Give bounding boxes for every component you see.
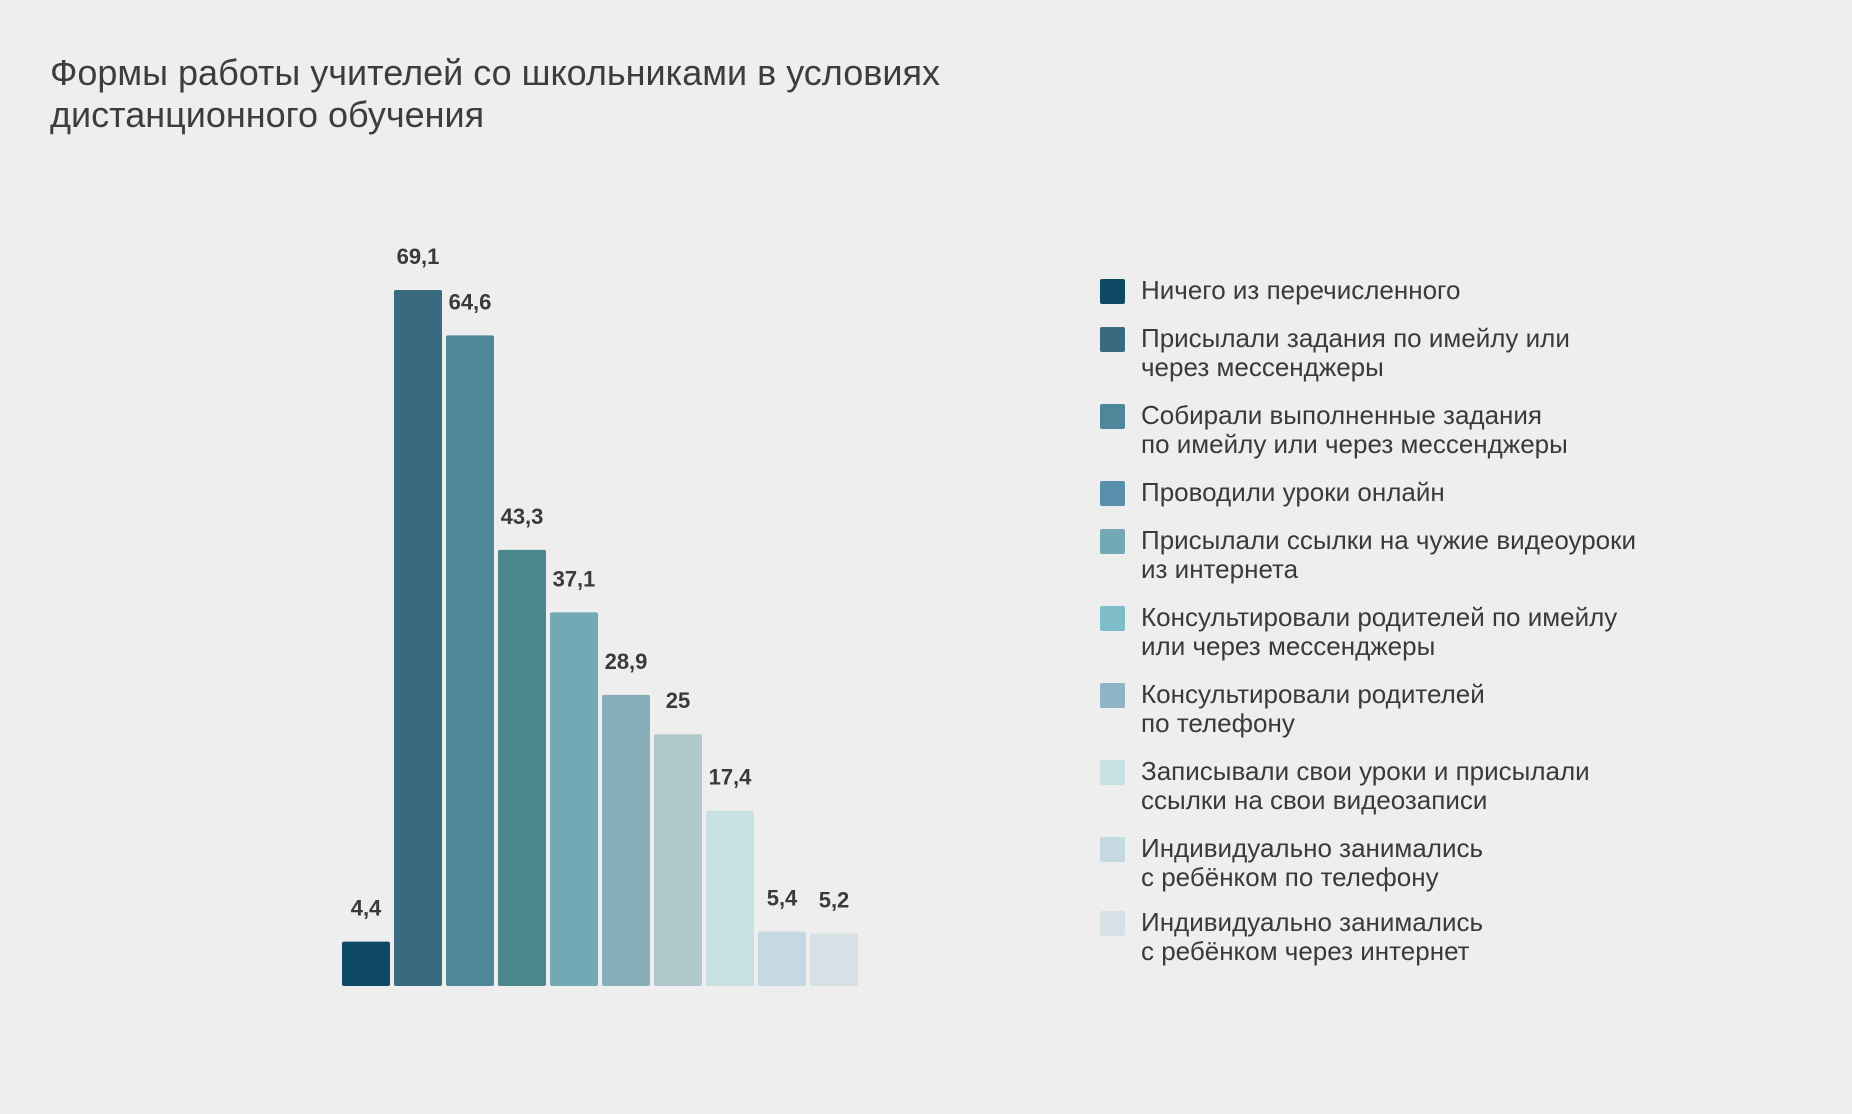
legend-swatch [1100, 911, 1125, 936]
bar-value-label-4: 43,3 [501, 504, 544, 529]
bar-4 [498, 549, 546, 986]
legend-item-3: Собирали выполненные задания по имейлу и… [1100, 401, 1568, 459]
legend-label: Присылали ссылки на чужие видеоуроки из … [1141, 525, 1637, 584]
bar-7 [654, 734, 702, 986]
chart-title: Формы работы учителей со школьниками в у… [50, 52, 940, 135]
legend-label: Ничего из перечисленного [1141, 275, 1461, 305]
legend-label: Проводили уроки онлайн [1141, 477, 1445, 507]
bar-value-label-9: 5,4 [767, 886, 798, 911]
legend-label: Присылали задания по имейлу или через ме… [1141, 323, 1570, 382]
bar-chart: 4,4 69,1 64,6 43,3 37,1 28,9 25 17,4 5,4 5,2 [342, 244, 858, 986]
bar-value-label-5: 37,1 [553, 566, 596, 591]
bar-3 [446, 335, 494, 986]
bar-5 [550, 612, 598, 986]
legend-item-9: Индивидуально занимались с ребёнком по т… [1100, 834, 1483, 892]
bar-10 [810, 933, 858, 986]
legend-item-7: Консультировали родителей по телефону [1100, 680, 1485, 738]
legend-item-1: Ничего из перечисленного [1100, 276, 1460, 305]
legend-swatch [1100, 404, 1125, 429]
bar-1 [342, 941, 390, 986]
bar-2 [394, 290, 442, 986]
legend-item-5: Присылали ссылки на чужие видеоуроки из … [1100, 526, 1636, 584]
legend-swatch [1100, 683, 1125, 708]
legend-swatch [1100, 606, 1125, 631]
bar-6 [602, 694, 650, 986]
legend-label: Консультировали родителей по имейлу или … [1141, 602, 1618, 661]
legend-swatch [1100, 327, 1125, 352]
legend-label: Консультировали родителей по телефону [1141, 679, 1485, 738]
legend-item-10: Индивидуально занимались с ребёнком чере… [1100, 908, 1483, 966]
legend-item-8: Записывали свои уроки и присылали ссылки… [1100, 757, 1590, 815]
bar-value-label-10: 5,2 [819, 888, 850, 913]
bar-9 [758, 931, 806, 986]
legend-item-6: Консультировали родителей по имейлу или … [1100, 603, 1617, 661]
legend-swatch [1100, 529, 1125, 554]
legend-item-4: Проводили уроки онлайн [1100, 478, 1445, 507]
legend-item-2: Присылали задания по имейлу или через ме… [1100, 324, 1570, 382]
bar-value-label-6: 28,9 [605, 649, 648, 674]
legend-label: Собирали выполненные задания по имейлу и… [1141, 400, 1568, 459]
bar-8 [706, 810, 754, 986]
legend-swatch [1100, 279, 1125, 304]
legend-label: Записывали свои уроки и присылали ссылки… [1141, 756, 1590, 815]
legend-swatch [1100, 837, 1125, 862]
legend-swatch [1100, 481, 1125, 506]
legend-swatch [1100, 760, 1125, 785]
legend-label: Индивидуально занимались с ребёнком по т… [1141, 833, 1484, 892]
bar-value-label-3: 64,6 [449, 289, 492, 314]
bar-value-label-7: 25 [666, 688, 690, 713]
bar-value-label-2: 69,1 [397, 244, 440, 269]
bar-value-label-8: 17,4 [709, 765, 753, 790]
bar-value-label-1: 4,4 [351, 896, 382, 921]
legend-label: Индивидуально занимались с ребёнком чере… [1141, 907, 1484, 966]
